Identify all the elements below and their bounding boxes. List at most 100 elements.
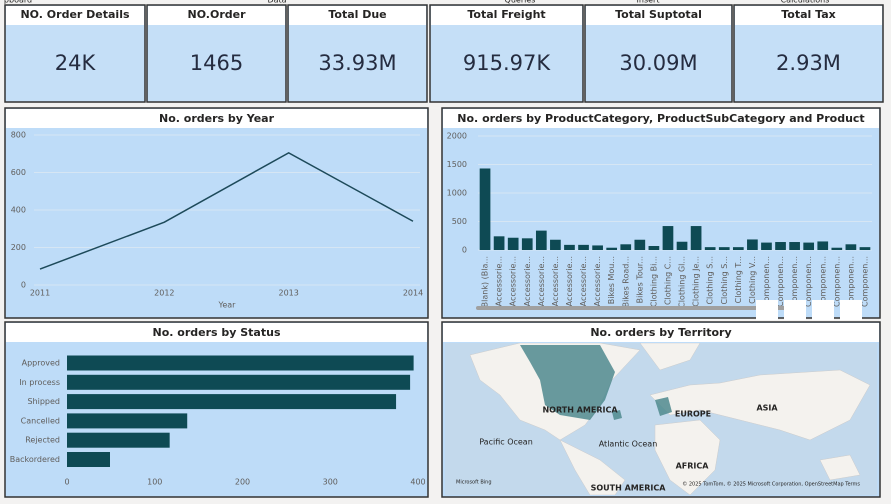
kpi-value: 33.93M [318, 51, 396, 75]
x-tick-label: Clothing S... [720, 256, 729, 305]
panel-title: No. orders by Territory [590, 326, 731, 339]
panel [441, 107, 881, 319]
bar [718, 247, 730, 250]
kpi-value: 1465 [190, 51, 243, 75]
bar [690, 226, 702, 250]
x-tick-label: Clothing C... [663, 256, 672, 305]
x-tick-label: Componen... [762, 256, 771, 307]
visual-action-button [784, 300, 806, 320]
x-tick-label: Accessorie... [537, 256, 546, 306]
y-tick-label: 800 [11, 131, 26, 140]
bar [662, 226, 674, 250]
visual-action-button [756, 300, 778, 320]
map-label: Pacific Ocean [479, 438, 533, 447]
map-label: NORTH AMERICA [542, 406, 618, 415]
y-tick-label: Rejected [25, 436, 60, 445]
ribbon-label: Insert [637, 0, 660, 5]
kpi-label: NO. Order Details [20, 8, 130, 21]
bar [550, 239, 561, 250]
visual-action-button [840, 300, 862, 320]
bar [479, 168, 491, 250]
bar [493, 236, 505, 250]
land [819, 454, 861, 481]
panel-title: No. orders by ProductCategory, ProductSu… [457, 112, 864, 125]
line [39, 151, 414, 270]
x-axis-label: Year [218, 301, 237, 310]
land [559, 439, 626, 495]
ribbon-label: Queries [505, 0, 536, 5]
y-tick-label: Shipped [27, 397, 60, 406]
map-attribution: © 2025 TomTom, © 2025 Microsoft Corporat… [682, 481, 860, 488]
ribbon-label: pboard [4, 0, 32, 5]
panel-header [6, 109, 427, 128]
y-tick-label: 500 [452, 217, 467, 226]
y-tick-label: 600 [11, 168, 26, 177]
bar [747, 239, 758, 250]
x-tick-label: 2011 [30, 289, 50, 298]
x-tick-label: Accessorie... [593, 256, 602, 306]
map-label: SOUTH AMERICA [591, 484, 667, 493]
x-tick-label: 300 [323, 478, 338, 487]
map-label: EUROPE [675, 410, 711, 419]
bar [817, 241, 829, 250]
y-tick-label: 1500 [447, 160, 467, 169]
panel [4, 321, 429, 498]
kpi-label: Total Due [328, 8, 386, 21]
x-tick-label: 0 [64, 478, 69, 487]
x-tick-label: Clothing T... [734, 256, 743, 303]
y-tick-label: Approved [22, 359, 60, 368]
x-tick-label: Accessorie... [495, 256, 504, 306]
ribbon-label: Data [267, 0, 286, 5]
x-tick-label: (Blank) (Bla... [481, 256, 490, 310]
map-label: ASIA [756, 404, 778, 413]
kpi-header [735, 6, 882, 25]
bar [67, 413, 188, 429]
y-tick-label: 1000 [447, 189, 467, 198]
kpi-value: 24K [55, 51, 97, 75]
kpi-label: NO.Order [187, 8, 246, 21]
panel-header [443, 109, 879, 128]
x-tick-label: Accessorie... [579, 256, 588, 306]
x-tick-label: 2014 [403, 289, 423, 298]
kpi-label: Total Tax [781, 8, 835, 21]
x-tick-label: 2013 [278, 289, 298, 298]
bar [578, 244, 589, 250]
kpi-value: 915.97K [463, 51, 551, 75]
kpi-header [289, 6, 426, 25]
map: NORTH AMERICA EUROPE ASIA Pacific Ocean Atla… [445, 343, 877, 495]
kpi-header [148, 6, 285, 25]
bar [648, 246, 660, 250]
y-tick-label: Backordered [10, 455, 60, 464]
bar [67, 355, 414, 371]
x-tick-label: Clothing V... [748, 256, 757, 304]
x-tick-label: Bikes Tour... [635, 256, 644, 303]
x-tick-label: Componen... [846, 256, 855, 307]
x-tick-label: Bikes Mou... [607, 256, 616, 304]
bar [67, 394, 397, 410]
bar [67, 452, 110, 467]
x-tick-label: 2012 [154, 289, 174, 298]
bar [859, 247, 871, 250]
territory-area [655, 397, 672, 416]
x-tick-label: Componen... [776, 256, 785, 307]
bar [634, 239, 646, 250]
x-tick-label: 100 [147, 478, 162, 487]
bar [761, 242, 772, 250]
x-tick-label: Componen... [832, 256, 841, 307]
x-tick-label: 400 [410, 478, 425, 487]
bar [831, 247, 843, 250]
panel-title: No. orders by Year [159, 112, 275, 125]
x-tick-label: Accessorie... [551, 256, 560, 306]
x-tick-label: Clothing Gl... [678, 256, 687, 308]
x-tick-label: Componen... [790, 256, 799, 307]
y-tick-label: 0 [462, 246, 467, 255]
kpi-value: 30.09M [619, 51, 697, 75]
bar [535, 230, 547, 250]
kpi-label: Total Freight [467, 8, 545, 21]
x-tick-label: Clothing Je... [692, 256, 701, 307]
y-tick-label: In process [19, 378, 60, 387]
bar [704, 247, 716, 250]
bar [789, 242, 800, 250]
y-tick-label: Cancelled [21, 416, 60, 425]
